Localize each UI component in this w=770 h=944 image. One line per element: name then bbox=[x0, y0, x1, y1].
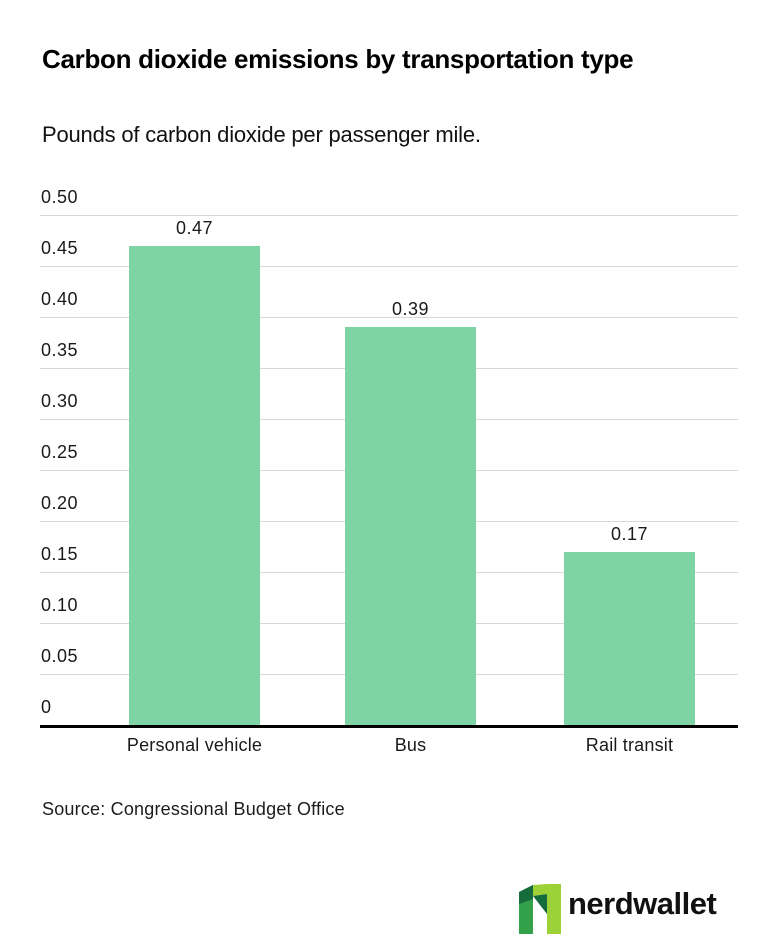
y-axis-tick-label: 0.45 bbox=[41, 238, 79, 258]
y-axis-tick-label: 0.35 bbox=[41, 340, 79, 360]
x-axis-category-label-bus: Bus bbox=[394, 735, 427, 755]
logo-mark-center-fold bbox=[533, 894, 547, 914]
y-axis-tick-label: 0.05 bbox=[41, 646, 79, 666]
chart-title: Carbon dioxide emissions by transportati… bbox=[42, 44, 634, 74]
y-axis-tick-label: 0.50 bbox=[41, 187, 79, 207]
nerdwallet-logo: nerdwallet bbox=[519, 881, 751, 935]
gridline bbox=[40, 317, 738, 318]
bar-value-label-rail-transit: 0.17 bbox=[610, 523, 649, 544]
logo-mark-right-bar bbox=[547, 884, 561, 934]
bar-personal-vehicle bbox=[129, 245, 260, 725]
nerdwallet-wordmark: nerdwallet bbox=[568, 886, 717, 921]
y-axis-tick-label: 0.10 bbox=[41, 595, 79, 615]
bar-rail-transit bbox=[564, 551, 695, 725]
y-axis-tick-label: 0 bbox=[41, 697, 52, 717]
gridline bbox=[40, 215, 738, 216]
bar-bus bbox=[345, 327, 476, 725]
y-axis-tick-label: 0.40 bbox=[41, 289, 79, 309]
y-axis-tick-label: 0.15 bbox=[41, 544, 79, 564]
x-axis-category-label-rail-transit: Rail transit bbox=[585, 735, 674, 755]
bar-value-label-bus: 0.39 bbox=[391, 299, 430, 320]
y-axis-tick-label: 0.20 bbox=[41, 493, 79, 513]
y-axis-tick-label: 0.30 bbox=[41, 391, 79, 411]
x-axis-line bbox=[40, 725, 738, 728]
source-attribution: Source: Congressional Budget Office bbox=[42, 799, 345, 819]
logo-mark-diagonal bbox=[533, 884, 547, 896]
nerdwallet-n-icon bbox=[519, 884, 561, 934]
chart-subtitle: Pounds of carbon dioxide per passenger m… bbox=[42, 122, 481, 147]
y-axis-tick-label: 0.25 bbox=[41, 442, 79, 462]
bar-value-label-personal-vehicle: 0.47 bbox=[175, 217, 214, 238]
logo-mark-left-fold bbox=[519, 885, 533, 904]
x-axis-category-label-personal-vehicle: Personal vehicle bbox=[126, 735, 263, 755]
gridline bbox=[40, 266, 738, 267]
